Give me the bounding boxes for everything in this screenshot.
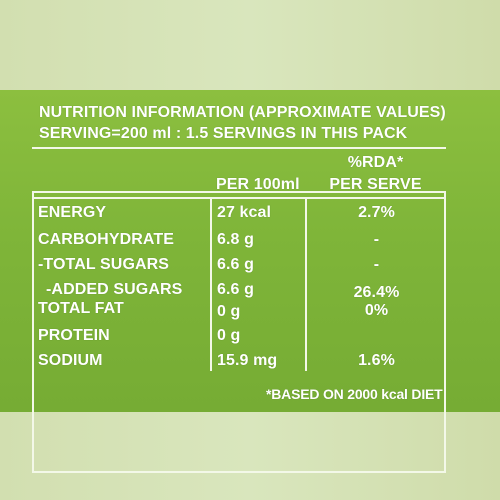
column-separator-left	[210, 197, 212, 371]
nutrient-name: ENERGY	[38, 204, 107, 221]
nutrient-rda: 26.4%	[353, 284, 400, 301]
nutrient-per100: 0 g	[217, 303, 241, 320]
nutrient-rda: 0%	[364, 302, 389, 319]
nutrient-per100: 6.8 g	[217, 231, 254, 248]
column-header-rda-line1: %RDA*	[347, 154, 404, 171]
nutrient-rda: -	[373, 231, 380, 248]
serving-info: SERVING=200 ml : 1.5 SERVINGS IN THIS PA…	[39, 125, 408, 142]
nutrition-table-frame	[32, 191, 446, 473]
nutrient-name: SODIUM	[38, 352, 103, 369]
nutrient-rda: -	[373, 256, 380, 273]
nutrient-name: TOTAL FAT	[38, 300, 124, 317]
column-separator-right	[305, 197, 307, 371]
nutrient-per100: 15.9 mg	[217, 352, 278, 369]
column-header-per100: PER 100ml	[216, 176, 300, 193]
table-title: NUTRITION INFORMATION (APPROXIMATE VALUE…	[39, 104, 446, 121]
nutrient-per100: 27 kcal	[217, 204, 272, 221]
nutrient-name: CARBOHYDRATE	[38, 231, 175, 248]
column-header-rda-line2: PER SERVE	[329, 176, 422, 193]
footnote: *BASED ON 2000 kcal DIET	[266, 386, 443, 402]
nutrient-per100: 6.6 g	[217, 281, 254, 298]
nutrient-name: -TOTAL SUGARS	[38, 256, 170, 273]
nutrient-rda: 2.7%	[358, 204, 395, 221]
nutrient-rda: 1.6%	[358, 352, 395, 369]
header-divider	[32, 147, 446, 149]
column-header-divider	[32, 197, 446, 199]
nutrient-name: PROTEIN	[38, 327, 110, 344]
nutrient-per100: 6.6 g	[217, 256, 254, 273]
nutrient-name: -ADDED SUGARS	[46, 281, 183, 298]
nutrient-per100: 0 g	[217, 327, 241, 344]
nutrition-label: NUTRITION INFORMATION (APPROXIMATE VALUE…	[0, 90, 500, 473]
